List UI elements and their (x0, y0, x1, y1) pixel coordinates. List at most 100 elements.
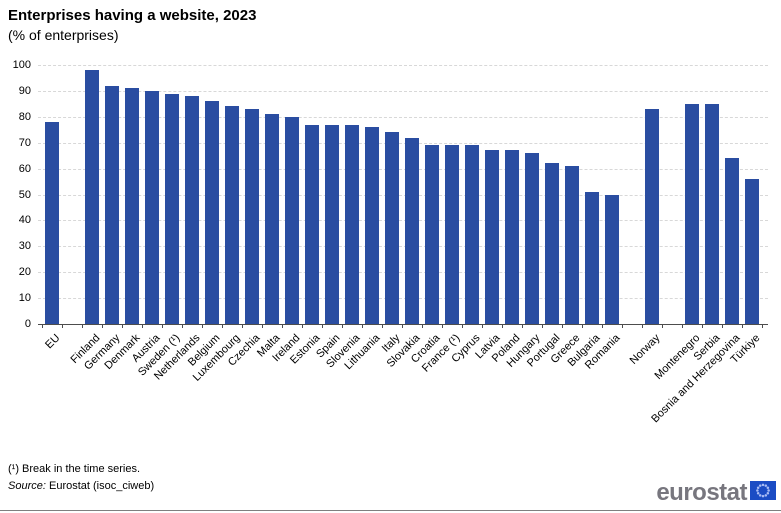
x-tick-mark (682, 324, 683, 328)
x-tick-mark (362, 324, 363, 328)
bar-Germany (105, 85, 119, 324)
bar-Sweden (¹) (165, 93, 179, 324)
x-tick-mark (702, 324, 703, 328)
bar-Lithuania (365, 127, 379, 324)
y-tick-label-60: 60 (18, 162, 31, 175)
x-tick-mark (422, 324, 423, 328)
bar-Spain (325, 124, 339, 324)
bar-Finland (85, 70, 99, 324)
x-tick-mark (302, 324, 303, 328)
bar-Latvia (485, 150, 499, 324)
gridline-50 (38, 194, 768, 196)
bar-Denmark (125, 88, 139, 324)
gridline-100 (38, 65, 768, 66)
x-tick-mark (482, 324, 483, 328)
y-tick-label-10: 10 (18, 292, 31, 305)
x-tick-mark (42, 324, 43, 328)
eurostat-logo-text: eurostat (656, 479, 747, 506)
chart-title: Enterprises having a website, 2023 (8, 7, 257, 24)
bar-Slovenia (345, 124, 359, 324)
x-tick-mark (342, 324, 343, 328)
bar-Montenegro (685, 103, 699, 324)
bar-Norway (645, 109, 659, 324)
x-tick-mark (222, 324, 223, 328)
bar-Austria (145, 90, 159, 324)
x-tick-mark (242, 324, 243, 328)
y-tick-label-100: 100 (12, 59, 31, 71)
x-tick-mark (522, 324, 523, 328)
x-tick-mark (122, 324, 123, 328)
x-tick-mark (722, 324, 723, 328)
x-tick-mark (662, 324, 663, 328)
x-tick-mark (282, 324, 283, 328)
y-axis-labels: 0 10 20 30 40 50 60 70 80 90 100 (0, 59, 31, 330)
bar-Türkiye (745, 178, 759, 324)
bar-Hungary (525, 153, 539, 324)
bar-Luxembourg (225, 106, 239, 324)
x-tick-mark (102, 324, 103, 328)
gridline-90 (38, 90, 768, 92)
bar-Malta (265, 114, 279, 324)
y-tick-label-40: 40 (18, 214, 31, 227)
x-tick-mark (762, 324, 763, 328)
bar-EU (45, 121, 59, 324)
bar-Romania (605, 194, 619, 324)
bar-Portugal (545, 163, 559, 324)
bar-Ireland (285, 116, 299, 324)
source-text: Eurostat (isoc_ciweb) (48, 480, 155, 492)
bar-Bulgaria (585, 191, 599, 324)
bar-Croatia (425, 145, 439, 324)
x-tick-mark (202, 324, 203, 328)
x-axis-labels: EU Finland Germany Denmark Austria Sweden (¹)… (38, 325, 768, 467)
x-tick-mark (322, 324, 323, 328)
x-tick-mark (142, 324, 143, 328)
x-tick-mark (582, 324, 583, 328)
bar-Slovakia (405, 137, 419, 324)
y-tick-label-0: 0 (24, 318, 31, 330)
x-tick-mark (262, 324, 263, 328)
bar-Poland (505, 150, 519, 324)
x-tick-mark (502, 324, 503, 328)
plot-area (38, 65, 768, 328)
y-tick-label-90: 90 (18, 84, 31, 97)
y-tick-label-50: 50 (18, 188, 31, 201)
gridline-20 (38, 272, 768, 274)
eu-flag-icon (750, 481, 776, 505)
y-tick-label-30: 30 (18, 240, 31, 253)
bar-Greece (565, 166, 579, 324)
chart-subtitle: (% of enterprises) (8, 27, 119, 43)
x-tick-mark (742, 324, 743, 328)
source-label: Source: (8, 480, 46, 492)
gridline-40 (38, 220, 768, 222)
x-tick-mark (82, 324, 83, 328)
eurostat-logo: eurostat (656, 481, 776, 505)
x-tick-mark (542, 324, 543, 328)
x-tick-mark (562, 324, 563, 328)
footnotes: (¹) Break in the time series. Source: Eu… (8, 461, 154, 495)
x-tick-mark (442, 324, 443, 328)
y-tick-label-20: 20 (18, 266, 31, 279)
x-tick-mark (642, 324, 643, 328)
gridline-10 (38, 298, 768, 300)
footnote-source: Source: Eurostat (isoc_ciweb) (8, 478, 154, 495)
x-tick-mark (402, 324, 403, 328)
gridline-70 (38, 142, 768, 144)
y-tick-label-80: 80 (18, 110, 31, 123)
bar-Czechia (245, 109, 259, 324)
bar-Cyprus (465, 145, 479, 324)
gridline-60 (38, 168, 768, 170)
x-tick-mark (162, 324, 163, 328)
x-tick-mark (382, 324, 383, 328)
bar-Italy (385, 132, 399, 324)
bar-Serbia (705, 103, 719, 324)
x-tick-mark (182, 324, 183, 328)
footnote-break-note: (¹) Break in the time series. (8, 463, 141, 475)
x-tick-mark (602, 324, 603, 328)
bar-Bosnia and Herzegovina (725, 158, 739, 324)
bottom-divider (0, 510, 781, 511)
gridline-80 (38, 116, 768, 118)
bar-France (¹) (445, 145, 459, 324)
x-tick-mark (622, 324, 623, 328)
bar-Netherlands (185, 96, 199, 324)
x-tick-mark (462, 324, 463, 328)
